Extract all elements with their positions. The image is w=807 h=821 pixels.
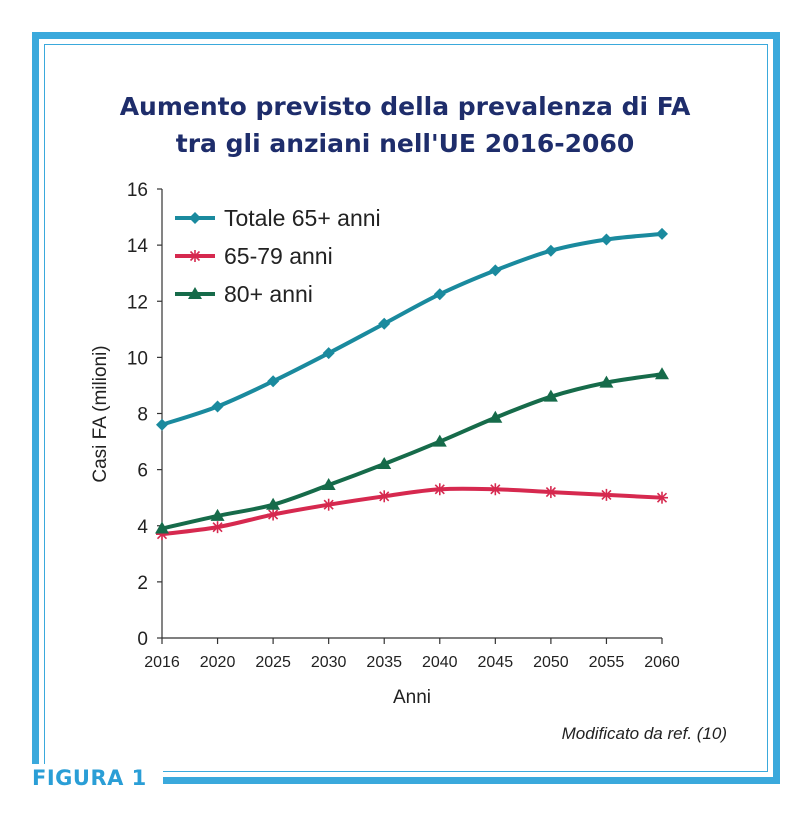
data-point (266, 497, 281, 510)
data-point (599, 375, 614, 388)
series-2 (156, 483, 668, 541)
data-point (377, 457, 392, 470)
chart-subtitle: tra gli anziani nell'UE 2016-2060 (175, 129, 635, 158)
x-tick-label: 2035 (366, 654, 402, 671)
asterisk-stroke (268, 509, 279, 520)
series-line (161, 231, 663, 427)
legend-item: 65-79 anni (175, 243, 333, 269)
y-tick-label: 4 (137, 517, 148, 538)
data-point (432, 434, 447, 447)
y-tick-label: 6 (137, 461, 148, 482)
data-point (156, 418, 168, 431)
figure-caption-box: FIGURA 1 (32, 764, 163, 792)
x-tick-label: 2040 (422, 654, 458, 671)
asterisk-stroke (656, 492, 668, 503)
data-point (489, 264, 502, 277)
y-tick-label: 0 (137, 629, 148, 650)
outer-frame (32, 32, 780, 784)
chart-axes: 0 2 4 6 8 10 12 14 16 2016 2020 2025 2030 2035 2040 204… (90, 180, 680, 708)
asterisk-stroke (545, 487, 556, 498)
legend-item: 80+ anni (175, 281, 313, 307)
chart-legend: Totale 65+ anni 65-79 anni 80+ anni (175, 205, 381, 307)
inner-frame (44, 44, 768, 772)
x-axis-label: Anni (393, 687, 431, 708)
y-tick-label: 2 (137, 573, 148, 594)
asterisk-stroke (212, 522, 223, 533)
asterisk-stroke (490, 484, 501, 495)
data-point (544, 244, 557, 257)
data-point (656, 491, 668, 504)
data-point (155, 521, 169, 534)
series-1 (156, 227, 668, 431)
y-axis-label: Casi FA (milioni) (90, 345, 111, 482)
data-point (488, 410, 503, 423)
y-tick-label: 10 (127, 348, 148, 369)
source-note: Modificato da ref. (10) (561, 724, 727, 743)
data-point (543, 389, 558, 402)
data-point (211, 400, 224, 413)
data-point (267, 508, 280, 521)
data-point (655, 367, 669, 380)
legend-marker (188, 287, 202, 299)
series-line (161, 486, 663, 537)
legend-label: Totale 65+ anni (224, 205, 381, 231)
data-point (210, 508, 225, 521)
legend-marker (189, 212, 201, 224)
data-point (433, 288, 446, 301)
data-point (433, 483, 446, 496)
y-tick-label: 16 (127, 180, 148, 201)
data-point (322, 347, 335, 360)
x-tick-label: 2055 (589, 654, 625, 671)
data-point (544, 486, 557, 499)
data-point (322, 498, 335, 511)
series-3 (155, 367, 669, 534)
data-point (489, 483, 502, 496)
x-tick-label: 2020 (200, 654, 236, 671)
x-tick-label: 2045 (478, 654, 514, 671)
chart-title: Aumento previsto della prevalenza di FA (119, 92, 691, 121)
y-tick-label: 12 (127, 292, 148, 313)
asterisk-stroke (189, 250, 201, 262)
figure-label: FIGURA 1 (32, 766, 147, 790)
data-point (378, 317, 391, 330)
data-point (211, 521, 224, 534)
y-tick-label: 8 (137, 405, 148, 426)
x-tick-label: 2025 (255, 654, 291, 671)
legend-label: 80+ anni (224, 281, 313, 307)
series-line (161, 372, 663, 531)
asterisk-stroke (323, 499, 334, 510)
data-point (267, 375, 280, 388)
legend-label: 65-79 anni (224, 243, 333, 269)
series-lines (155, 227, 669, 541)
data-point (321, 478, 336, 491)
data-point (378, 490, 391, 503)
asterisk-stroke (379, 491, 390, 502)
x-tick-label: 2016 (144, 654, 180, 671)
x-tick-label: 2060 (644, 654, 680, 671)
x-tick-label: 2050 (533, 654, 569, 671)
x-tick-label: 2030 (311, 654, 347, 671)
data-point (656, 227, 668, 240)
legend-item: Totale 65+ anni (175, 205, 381, 231)
y-tick-label: 14 (127, 236, 149, 257)
asterisk-stroke (434, 484, 445, 495)
asterisk-stroke (601, 489, 612, 500)
data-point (600, 488, 613, 501)
data-point (600, 233, 613, 246)
legend-marker (189, 250, 201, 262)
